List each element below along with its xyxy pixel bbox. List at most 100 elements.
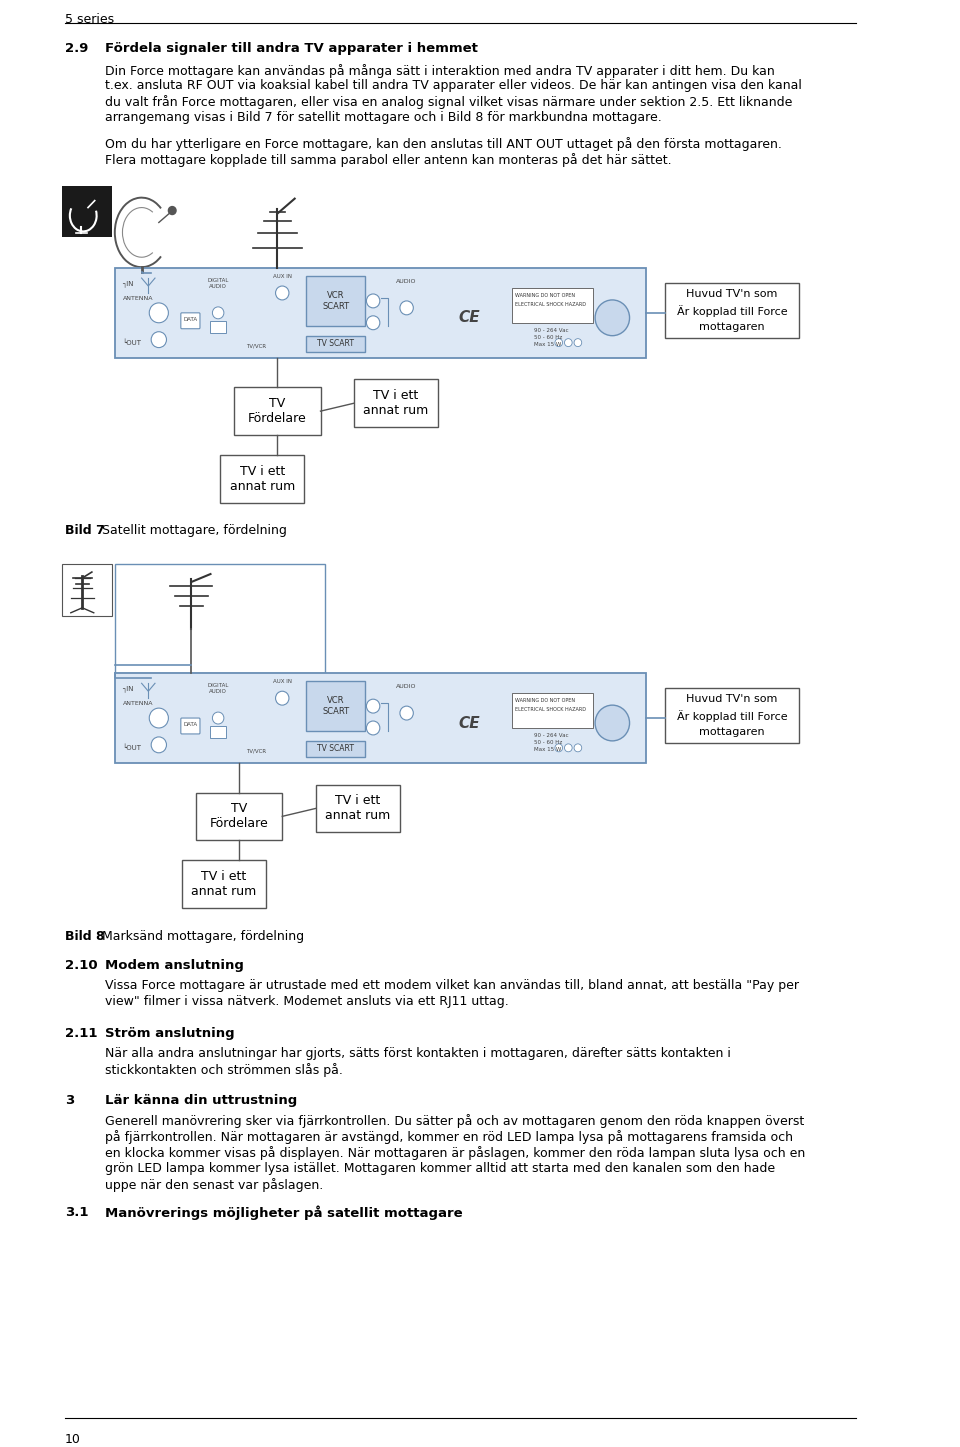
Circle shape [276, 692, 289, 705]
Text: TV i ett
annat rum: TV i ett annat rum [229, 464, 295, 492]
Circle shape [555, 339, 563, 347]
Text: CE: CE [458, 715, 480, 731]
Text: Bild 8: Bild 8 [65, 929, 105, 942]
Circle shape [367, 294, 380, 308]
Bar [234, 388, 321, 436]
Bar [512, 288, 593, 323]
Text: 5 series: 5 series [65, 13, 114, 26]
Bar [306, 741, 366, 757]
Text: DIGITAL
AUDIO: DIGITAL AUDIO [207, 683, 228, 695]
Text: DIGITAL
AUDIO: DIGITAL AUDIO [207, 278, 228, 289]
Bar [306, 682, 366, 731]
Circle shape [564, 339, 572, 347]
Text: DATA: DATA [183, 317, 198, 321]
Circle shape [168, 207, 176, 214]
Bar [316, 784, 400, 832]
Text: WARNING DO NOT OPEN: WARNING DO NOT OPEN [515, 292, 575, 298]
Text: VCR
SCART: VCR SCART [323, 696, 349, 716]
Text: arrangemang visas i Bild 7 för satellit mottagare och i Bild 8 för markbundna mo: arrangemang visas i Bild 7 för satellit … [106, 111, 662, 124]
Text: Manövrerings möjligheter på satellit mottagare: Manövrerings möjligheter på satellit mot… [106, 1205, 463, 1220]
Text: Om du har ytterligare en Force mottagare, kan den anslutas till ANT OUT uttaget : Om du har ytterligare en Force mottagare… [106, 137, 782, 150]
Text: grön LED lampa kommer lysa istället. Mottagaren kommer alltid att starta med den: grön LED lampa kommer lysa istället. Mot… [106, 1162, 776, 1175]
Text: 2.9: 2.9 [65, 42, 88, 55]
Circle shape [367, 315, 380, 330]
Text: Generell manövrering sker via fjärrkontrollen. Du sätter på och av mottagaren ge: Generell manövrering sker via fjärrkontr… [106, 1114, 804, 1129]
Circle shape [212, 307, 224, 318]
Text: └OUT: └OUT [123, 745, 141, 751]
Bar [115, 564, 325, 673]
Bar [115, 268, 646, 357]
Text: ANTENNA: ANTENNA [123, 297, 153, 301]
Circle shape [276, 287, 289, 300]
Text: en klocka kommer visas på displayen. När mottagaren är påslagen, kommer den röda: en klocka kommer visas på displayen. När… [106, 1146, 805, 1160]
Circle shape [555, 744, 563, 752]
Text: TV i ett
annat rum: TV i ett annat rum [191, 870, 256, 899]
Text: ELECTRICAL SHOCK HAZARD: ELECTRICAL SHOCK HAZARD [515, 708, 586, 712]
Circle shape [564, 744, 572, 752]
Circle shape [212, 712, 224, 724]
Text: ┐IN: ┐IN [123, 686, 134, 692]
Bar [115, 673, 646, 763]
Bar [62, 185, 112, 237]
FancyBboxPatch shape [180, 313, 200, 328]
Text: TV i ett
annat rum: TV i ett annat rum [325, 794, 391, 822]
Text: Ström anslutning: Ström anslutning [106, 1027, 235, 1040]
Text: ELECTRICAL SHOCK HAZARD: ELECTRICAL SHOCK HAZARD [515, 302, 586, 307]
Circle shape [574, 339, 582, 347]
Text: view" filmer i vissa nätverk. Modemet ansluts via ett RJ11 uttag.: view" filmer i vissa nätverk. Modemet an… [106, 996, 509, 1009]
Text: Marksänd mottagare, fördelning: Marksänd mottagare, fördelning [98, 929, 303, 942]
Text: t.ex. ansluta RF OUT via koaksial kabel till andra TV apparater eller videos. De: t.ex. ansluta RF OUT via koaksial kabel … [106, 80, 803, 93]
Text: 90 - 264 Vac
50 - 60 Hz
Max 15 W: 90 - 264 Vac 50 - 60 Hz Max 15 W [534, 734, 568, 752]
Text: 2.11: 2.11 [65, 1027, 98, 1040]
Text: Huvud TV'n som
Är kopplad till Force
mottagaren: Huvud TV'n som Är kopplad till Force mot… [677, 695, 787, 737]
Text: TV
Fördelare: TV Fördelare [210, 803, 269, 831]
Text: TV SCART: TV SCART [318, 744, 354, 754]
Text: AUX IN: AUX IN [273, 273, 292, 279]
Bar [306, 276, 366, 326]
Text: TV/VCR: TV/VCR [247, 748, 267, 754]
Circle shape [595, 300, 630, 336]
Text: ┐IN: ┐IN [123, 281, 134, 287]
FancyBboxPatch shape [180, 718, 200, 734]
Bar [210, 726, 226, 738]
Text: TV
Fördelare: TV Fördelare [248, 396, 307, 425]
Text: 2.10: 2.10 [65, 959, 98, 972]
Bar [62, 564, 112, 616]
Bar [354, 379, 438, 427]
Text: TV i ett
annat rum: TV i ett annat rum [364, 389, 429, 417]
Text: 90 - 264 Vac
50 - 60 Hz
Max 15 W: 90 - 264 Vac 50 - 60 Hz Max 15 W [534, 327, 568, 347]
Bar [665, 284, 799, 337]
Bar [220, 454, 304, 502]
Bar [181, 860, 266, 907]
Text: När alla andra anslutningar har gjorts, sätts först kontakten i mottagaren, däre: När alla andra anslutningar har gjorts, … [106, 1046, 732, 1059]
Circle shape [400, 301, 414, 315]
Text: du valt från Force mottagaren, eller visa en analog signal vilket visas närmare : du valt från Force mottagaren, eller vis… [106, 96, 793, 110]
Text: └OUT: └OUT [123, 340, 141, 346]
Circle shape [149, 302, 168, 323]
Text: TV/VCR: TV/VCR [247, 343, 267, 349]
Circle shape [400, 706, 414, 721]
Text: ANTENNA: ANTENNA [123, 702, 153, 706]
Circle shape [574, 744, 582, 752]
Text: AUDIO: AUDIO [396, 684, 417, 689]
Bar [512, 693, 593, 728]
Circle shape [595, 705, 630, 741]
Bar [210, 321, 226, 333]
Text: AUDIO: AUDIO [396, 279, 417, 284]
Text: Flera mottagare kopplade till samma parabol eller antenn kan monteras på det här: Flera mottagare kopplade till samma para… [106, 153, 672, 166]
Text: Satellit mottagare, fördelning: Satellit mottagare, fördelning [98, 524, 286, 537]
Text: Modem anslutning: Modem anslutning [106, 959, 244, 972]
Text: TV SCART: TV SCART [318, 339, 354, 349]
Bar [306, 336, 366, 352]
Text: 3: 3 [65, 1094, 74, 1107]
Text: Bild 7: Bild 7 [65, 524, 105, 537]
Text: Huvud TV'n som
Är kopplad till Force
mottagaren: Huvud TV'n som Är kopplad till Force mot… [677, 289, 787, 331]
Text: Fördela signaler till andra TV apparater i hemmet: Fördela signaler till andra TV apparater… [106, 42, 478, 55]
Text: 10: 10 [65, 1433, 81, 1446]
Text: Lär känna din uttrustning: Lär känna din uttrustning [106, 1094, 298, 1107]
Text: på fjärrkontrollen. När mottagaren är avstängd, kommer en röd LED lampa lysa på : på fjärrkontrollen. När mottagaren är av… [106, 1130, 793, 1145]
Circle shape [367, 699, 380, 713]
Text: VCR
SCART: VCR SCART [323, 291, 349, 311]
Text: Vissa Force mottagare är utrustade med ett modem vilket kan användas till, bland: Vissa Force mottagare är utrustade med e… [106, 980, 800, 993]
Bar [665, 689, 799, 742]
